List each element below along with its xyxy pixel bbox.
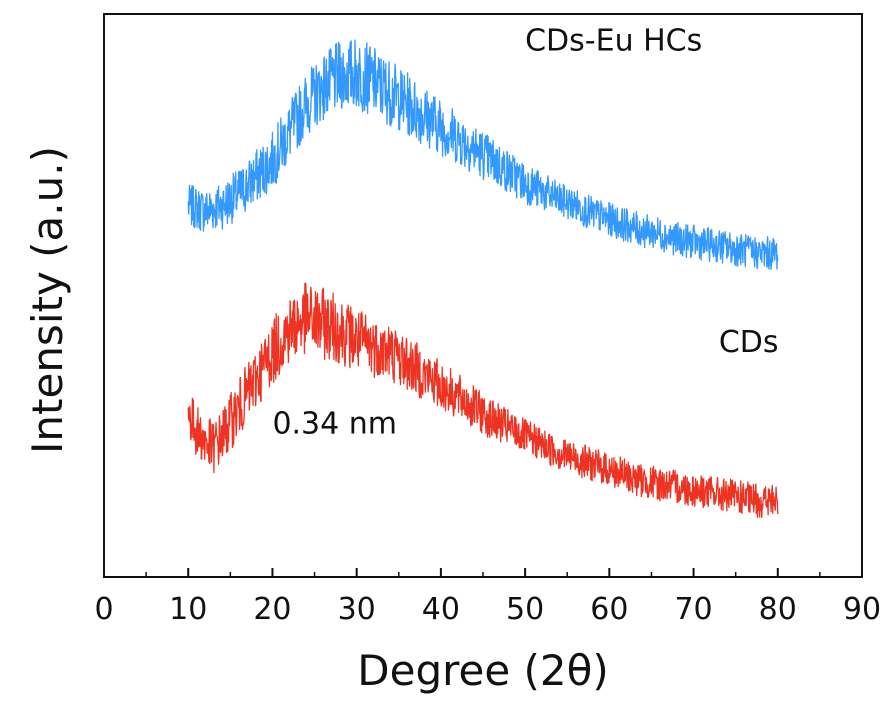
- x-tick-label: 10: [169, 592, 207, 627]
- x-axis-title: Degree (2θ): [357, 646, 608, 695]
- series-label-cds: CDs: [719, 325, 779, 360]
- series-line-cds-eu-hcs: [187, 39, 779, 270]
- x-tick-label: 40: [422, 592, 460, 627]
- x-tick-label: 0: [94, 592, 113, 627]
- x-tick-label: 30: [338, 592, 376, 627]
- d-spacing-annotation: 0.34 nm: [272, 406, 397, 441]
- y-axis-title: Intensity (a.u.): [23, 146, 72, 454]
- x-axis-tick-labels: 0 10 20 30 40 50 60 70 80 90: [94, 592, 881, 627]
- x-tick-label: 20: [253, 592, 291, 627]
- series-label-cds-eu: CDs-Eu HCs: [525, 24, 702, 59]
- x-tick-label: 60: [590, 592, 628, 627]
- series-layer: [187, 39, 779, 519]
- x-tick-label: 50: [506, 592, 544, 627]
- x-tick-label: 70: [674, 592, 712, 627]
- x-tick-label: 90: [843, 592, 881, 627]
- series-line-cds: [187, 282, 779, 519]
- x-tick-label: 80: [759, 592, 797, 627]
- x-axis-ticks: [103, 568, 863, 577]
